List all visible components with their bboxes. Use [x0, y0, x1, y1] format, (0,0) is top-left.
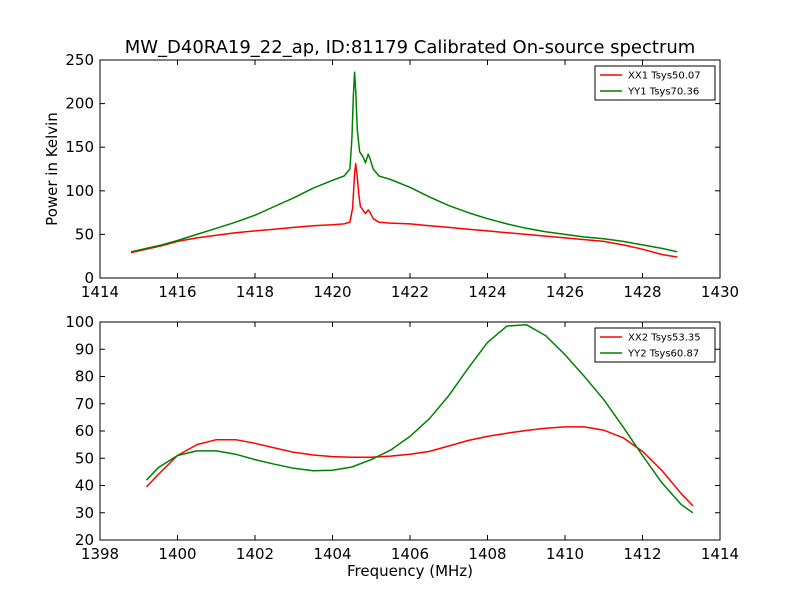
x-tick-label: 1412 — [623, 545, 661, 563]
series-line-yy — [145, 323, 694, 514]
x-tick-label: 1424 — [468, 283, 506, 301]
x-tick-label: 1418 — [236, 283, 274, 301]
x-axis-label: Frequency (MHz) — [347, 562, 473, 580]
x-tick-label: 1426 — [546, 283, 584, 301]
chart-title: MW_D40RA19_22_ap, ID:81179 Calibrated On… — [125, 37, 696, 58]
legend-entry-label: YY2 Tsys60.87 — [627, 349, 699, 360]
x-tick-label: 1430 — [701, 283, 739, 301]
y-tick-label: 100 — [65, 313, 94, 331]
y-tick-label: 50 — [75, 449, 94, 467]
series-line-xx — [130, 163, 678, 258]
x-tick-label: 1410 — [546, 545, 584, 563]
y-tick-label: 40 — [75, 477, 94, 495]
y-tick-label: 150 — [65, 138, 94, 156]
y-tick-label: 200 — [65, 95, 94, 113]
x-tick-label: 1414 — [701, 545, 739, 563]
x-tick-label: 1404 — [313, 545, 351, 563]
x-tick-label: 1408 — [468, 545, 506, 563]
legend-entry-label: YY1 Tsys70.36 — [627, 87, 699, 98]
top-panel: 1414 1416 1418 1420 1422 1424 1426 1428 1430 0 50 1… — [43, 51, 739, 301]
y-tick-label: 60 — [75, 422, 94, 440]
x-tick-label: 1428 — [623, 283, 661, 301]
y-tick-label: 0 — [84, 269, 94, 287]
legend-entry-label: XX2 Tsys53.35 — [628, 333, 701, 344]
x-tick-label: 1416 — [158, 283, 196, 301]
legend: XX1 Tsys50.07 YY1 Tsys70.36 — [594, 65, 716, 101]
x-tick-label: 1406 — [391, 545, 429, 563]
y-tick-label: 250 — [65, 51, 94, 69]
y-tick-label: 30 — [75, 504, 94, 522]
y-axis-label: Power in Kelvin — [43, 112, 61, 226]
series-line-xx — [145, 426, 694, 507]
x-tick-label: 1400 — [158, 545, 196, 563]
x-tick-label: 1402 — [236, 545, 274, 563]
legend-entry-label: XX1 Tsys50.07 — [628, 71, 701, 82]
legend-frame — [594, 327, 716, 363]
y-tick-label: 100 — [65, 182, 94, 200]
x-tick-label: 1414 — [81, 283, 119, 301]
x-tick-label: 1420 — [313, 283, 351, 301]
y-tick-label: 50 — [75, 225, 94, 243]
series-line-yy — [130, 71, 678, 253]
y-tick-label: 70 — [75, 395, 94, 413]
legend: XX2 Tsys53.35 YY2 Tsys60.87 — [594, 327, 716, 363]
x-tick-label: 1422 — [391, 283, 429, 301]
bottom-panel: 1398 1400 1402 1404 1406 1408 1410 1412 1414 20 30… — [65, 313, 739, 580]
y-tick-label: 80 — [75, 368, 94, 386]
x-tick-label: 1398 — [81, 545, 119, 563]
y-tick-label: 90 — [75, 340, 94, 358]
y-tick-label: 20 — [75, 531, 94, 549]
legend-frame — [594, 65, 716, 101]
